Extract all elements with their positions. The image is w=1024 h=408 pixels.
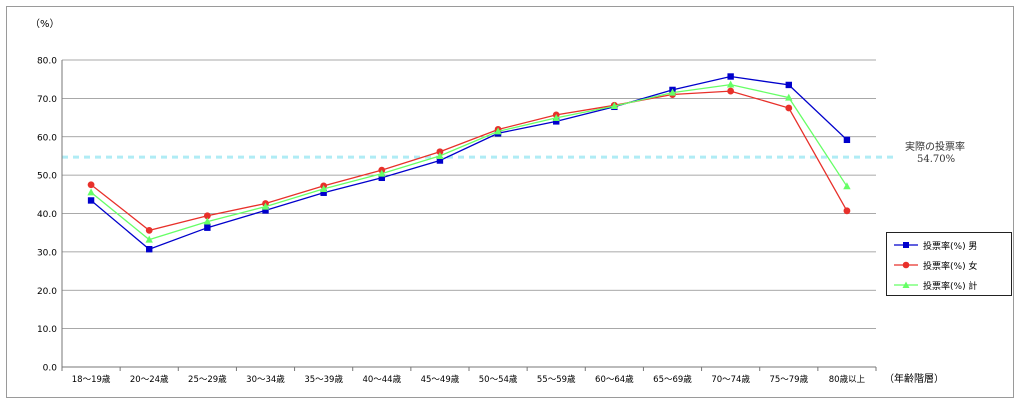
y-tick-label-0: 0.0 (43, 364, 58, 374)
x-tick-label-5: 40～44歳 (362, 374, 401, 385)
legend-label-total: 投票率(%) 計 (923, 281, 978, 292)
y-tick-label-6: 60.0 (37, 133, 57, 143)
legend-item-male: 投票率(%) 男 (893, 237, 977, 253)
y-tick-label-2: 20.0 (37, 287, 57, 297)
data-point-s2-2 (203, 217, 212, 225)
x-tick-label-4: 35～39歳 (304, 374, 343, 385)
data-point-s1-6 (436, 148, 444, 156)
data-point-s0-13 (843, 136, 851, 144)
data-point-s0-11 (727, 73, 734, 80)
data-point-s1-1 (145, 226, 153, 234)
data-point-s0-5 (378, 174, 385, 182)
series-group (87, 73, 851, 253)
data-point-s2-13 (843, 182, 851, 190)
series-line-2 (90, 83, 848, 241)
data-point-s0-6 (436, 157, 444, 164)
chart-frame (6, 6, 1014, 398)
series-1 (87, 87, 851, 234)
x-tick-label-7: 50～54歳 (479, 374, 518, 385)
data-point-s0-3 (262, 207, 269, 214)
data-point-s1-2 (203, 212, 211, 220)
data-point-s1-0 (87, 181, 95, 189)
x-tick-label-2: 25～29歳 (188, 374, 227, 385)
data-point-s1-13 (843, 207, 851, 215)
data-point-s0-12 (785, 81, 792, 89)
data-point-s2-7 (494, 127, 502, 135)
data-point-s2-8 (552, 113, 560, 121)
y-tick-labels: 0.0 10.0 20.0 30.0 40.0 50.0 60.0 70.0 80.0 (37, 57, 57, 374)
legend-label-male: 投票率(%) 男 (923, 241, 978, 252)
y-tick-label-7: 70.0 (37, 95, 57, 105)
series-line-0 (90, 75, 848, 250)
reference-label-value: 54.70% (917, 154, 955, 165)
x-tick-label-8: 55～59歳 (537, 374, 576, 385)
data-point-s2-4 (319, 184, 328, 192)
series-line-1 (90, 90, 848, 232)
axes (61, 60, 877, 371)
data-point-s2-5 (378, 169, 386, 177)
data-point-s2-11 (726, 80, 735, 88)
x-tick-label-1: 20～24歳 (130, 374, 169, 385)
legend-swatch-total (894, 281, 918, 288)
x-tick-label-9: 60～64歳 (595, 374, 634, 385)
data-point-s2-6 (436, 151, 444, 159)
data-point-s1-12 (785, 104, 793, 112)
y-axis-unit-label: （%） (30, 18, 60, 30)
y-tick-label-5: 50.0 (37, 172, 57, 182)
x-tick-label-6: 45～49歳 (421, 374, 460, 385)
data-point-s0-2 (204, 224, 211, 231)
x-tick-label-12: 75～79歳 (769, 374, 808, 385)
x-axis-label: （年齢階層） (884, 372, 944, 385)
series-2 (87, 80, 851, 243)
y-tick-label-8: 80.0 (37, 57, 57, 67)
data-point-s2-1 (145, 235, 153, 243)
x-tick-label-3: 30～34歳 (246, 374, 285, 385)
y-tick-label-4: 40.0 (37, 210, 57, 220)
y-tick-label-3: 30.0 (37, 248, 57, 258)
legend-swatch-female (894, 261, 918, 269)
data-point-s2-12 (785, 93, 793, 101)
legend: 投票率(%) 男 投票率(%) 女 投票率(%) 計 (886, 232, 1012, 296)
data-point-s0-1 (146, 245, 153, 253)
data-point-s2-0 (87, 188, 95, 196)
data-point-s1-11 (727, 87, 735, 95)
y-tick-label-1: 10.0 (37, 325, 57, 335)
x-tick-labels: 18～19歳 20～24歳 25～29歳 30～34歳 35～39歳 40～44歳 45～4… (72, 374, 866, 385)
x-tick-label-11: 70～74歳 (711, 374, 750, 385)
legend-item-total: 投票率(%) 計 (893, 277, 977, 293)
x-tick-label-10: 65～69歳 (653, 374, 692, 385)
series-0 (87, 73, 851, 253)
data-point-s0-8 (553, 118, 560, 125)
data-point-s2-10 (668, 88, 677, 96)
data-point-s0-4 (320, 189, 327, 196)
legend-swatch-male (894, 242, 918, 248)
data-point-s2-9 (610, 102, 619, 110)
data-point-s0-0 (87, 197, 95, 204)
x-tick-label-13: 80歳以上 (829, 374, 866, 385)
reference-label-title: 実際の投票率 (905, 140, 965, 153)
x-tick-label-0: 18～19歳 (72, 374, 111, 385)
data-point-s2-3 (261, 202, 270, 210)
gridlines (62, 59, 876, 330)
legend-item-female: 投票率(%) 女 (893, 257, 977, 273)
legend-label-female: 投票率(%) 女 (923, 261, 978, 272)
